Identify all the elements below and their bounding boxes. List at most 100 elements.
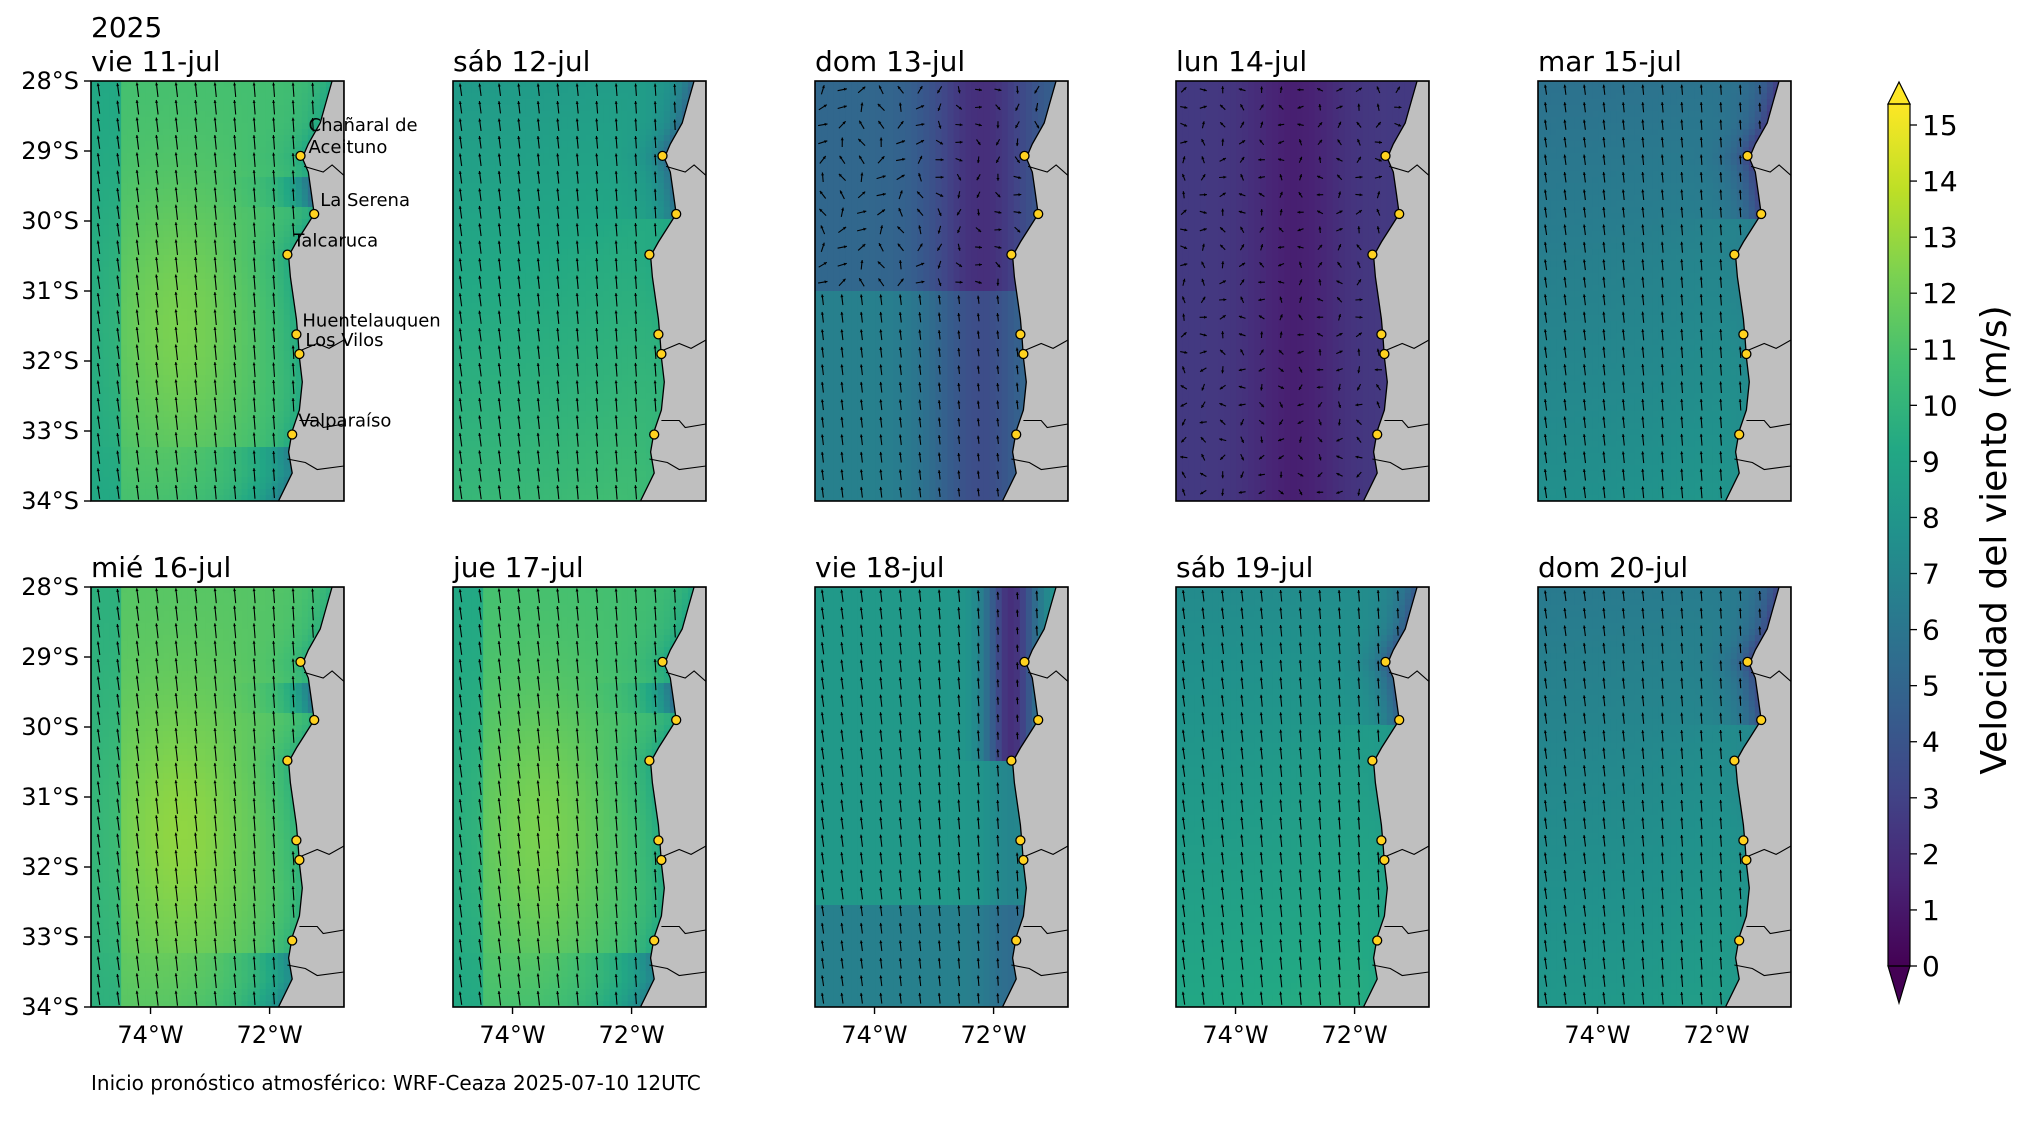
lon-tick-label: 74°W (1564, 1021, 1630, 1049)
map-panel: dom 20-jul 74°W 72°W (1537, 551, 1792, 1049)
colorbar-tick-label: 7 (1922, 558, 1940, 591)
map-panel: sáb 19-jul 74°W 72°W (1175, 551, 1430, 1049)
station-marker (657, 150, 668, 162)
panel-frame (452, 586, 707, 1008)
land-mass (1362, 587, 1429, 1007)
station-marker (671, 208, 682, 220)
station-marker (649, 429, 660, 440)
region-border (1750, 670, 1791, 682)
region-border (287, 964, 344, 977)
wind-vectors (96, 588, 315, 1006)
station-marker (1019, 656, 1030, 668)
region-border (287, 458, 344, 471)
map-panel: sáb 12-jul (452, 45, 707, 502)
land-mass (1724, 81, 1791, 501)
lat-tick-label: 30°S (21, 713, 79, 741)
colorbar-tick-label: 12 (1922, 277, 1958, 310)
lat-tick-label: 32°S (21, 347, 79, 375)
lat-tick-label: 28°S (21, 573, 79, 601)
station-marker (1006, 249, 1017, 260)
colorbar-tick-label: 1 (1922, 894, 1940, 927)
colorbar-tick-label: 13 (1922, 221, 1958, 254)
region-border (300, 845, 344, 858)
map-panel: lun 14-jul (1175, 45, 1430, 502)
lat-tick-label: 34°S (21, 993, 79, 1021)
colorbar-gradient (1888, 104, 1910, 966)
map-panel: dom 13-jul (814, 45, 1069, 502)
wind-vectors (1181, 589, 1400, 1005)
colorbar-tick-label: 4 (1922, 726, 1940, 759)
land-mass (1001, 81, 1068, 501)
map-panel: mié 16-jul 28°S 29°S 30°S 31°S 32°S 33°S 34°S 74… (21, 551, 345, 1049)
lat-tick-label: 31°S (21, 783, 79, 811)
lat-tick-label: 31°S (21, 277, 79, 305)
wind-vectors (1180, 86, 1402, 496)
region-border (661, 925, 706, 935)
land-mass (1362, 81, 1429, 501)
region-border (1372, 964, 1429, 977)
region-border (1385, 845, 1429, 858)
station-marker (1033, 208, 1044, 220)
panel-title: lun 14-jul (1176, 45, 1307, 78)
wind-vectors (820, 589, 1039, 1004)
colorbar-tick-label: 11 (1922, 333, 1958, 366)
region-border (1027, 670, 1068, 682)
panel-title: mar 15-jul (1538, 45, 1682, 78)
lat-tick-label: 28°S (21, 67, 79, 95)
station-marker (644, 249, 655, 260)
wind-vectors (458, 588, 677, 1006)
region-border (649, 458, 706, 471)
region-border (1746, 925, 1791, 935)
colorbar-max-extension (1887, 80, 1911, 105)
station-marker (1741, 854, 1752, 866)
wind-vectors (458, 83, 677, 500)
region-border (299, 925, 344, 935)
station-marker (1756, 714, 1767, 726)
station-marker (1742, 150, 1753, 162)
footer-text: Inicio pronóstico atmosférico: WRF-Ceaza… (91, 1071, 701, 1095)
station-marker (1367, 755, 1378, 766)
region-border (665, 670, 706, 682)
station-marker (291, 329, 302, 340)
station-marker (657, 656, 668, 668)
lat-tick-label: 29°S (21, 137, 79, 165)
region-border (662, 845, 706, 858)
colorbar-label: Velocidad del viento (m/s) (1974, 305, 2015, 774)
region-border (1023, 419, 1068, 429)
station-marker (1018, 854, 1029, 866)
region-border (1750, 164, 1791, 176)
station-marker (1729, 249, 1740, 260)
station-marker (1376, 329, 1387, 340)
station-marker (1394, 714, 1405, 726)
station-marker (295, 656, 306, 668)
colorbar-min-extension (1887, 965, 1911, 1006)
panel-frame (1175, 586, 1430, 1008)
region-border (1384, 419, 1429, 429)
year-label: 2025 (91, 11, 162, 44)
panel-title: sáb 19-jul (1176, 551, 1313, 584)
panel-title: vie 18-jul (815, 551, 945, 584)
region-border (649, 964, 706, 977)
station-marker (649, 935, 660, 946)
wind-vectors (1543, 84, 1762, 499)
lat-tick-label: 34°S (21, 487, 79, 515)
station-marker (295, 150, 306, 162)
lon-tick-label: 74°W (1202, 1021, 1268, 1049)
region-border (662, 339, 706, 352)
wind-vectors (96, 82, 315, 500)
region-border (1734, 458, 1791, 471)
region-border (1024, 845, 1068, 858)
panel-frame (814, 80, 1069, 502)
region-border (303, 164, 344, 176)
station-label: Talcaruca (292, 231, 378, 252)
station-label: Aceituno (309, 137, 388, 158)
region-border (1734, 964, 1791, 977)
panel-title: dom 20-jul (1538, 551, 1688, 584)
station-marker (1372, 429, 1383, 440)
station-marker (1380, 656, 1391, 668)
panel-frame (1175, 80, 1430, 502)
station-marker (1376, 835, 1387, 846)
station-marker (1738, 835, 1749, 846)
